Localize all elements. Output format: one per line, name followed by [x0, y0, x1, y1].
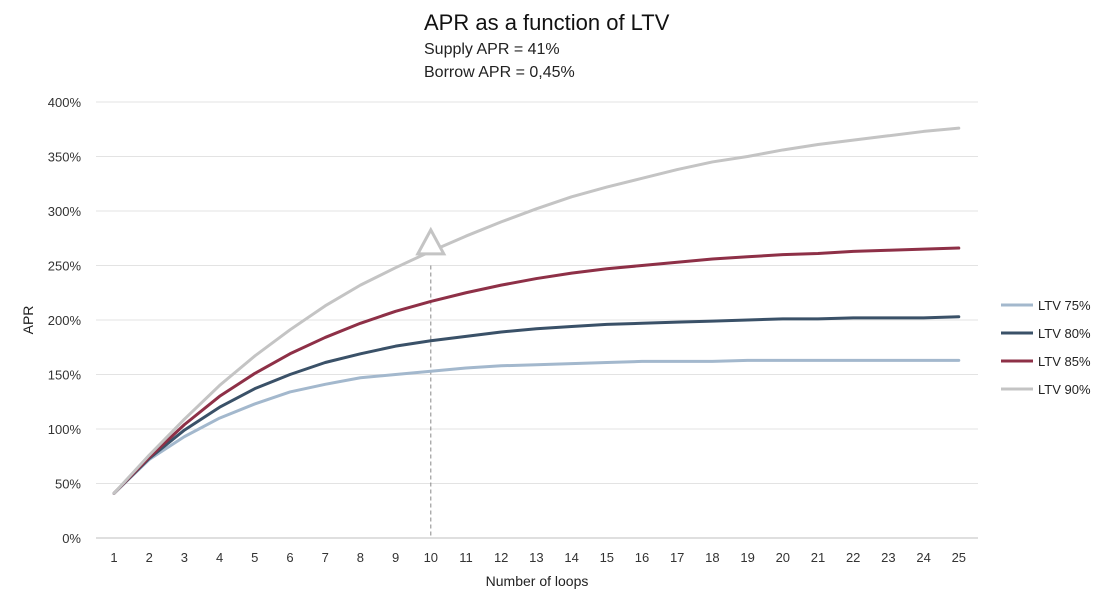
x-tick-label: 13 [529, 550, 543, 565]
series-lines [112, 126, 961, 495]
x-tick-label: 22 [846, 550, 860, 565]
x-tick-label: 3 [181, 550, 188, 565]
series-line-ltv-90 [112, 126, 961, 495]
x-tick-label: 24 [916, 550, 930, 565]
y-axis-ticks: 0% 50% 100% 150% 200% 250% 300% 350% 400% [48, 95, 82, 546]
x-axis-ticks: 1 2 3 4 5 6 7 8 9 10 11 12 13 14 15 16 17 18 19 20 21 22 23 24 2… [110, 550, 966, 565]
x-tick-label: 5 [251, 550, 258, 565]
x-tick-label: 20 [776, 550, 790, 565]
x-tick-label: 11 [459, 550, 473, 565]
markers [415, 226, 447, 256]
x-tick-label: 8 [357, 550, 364, 565]
x-tick-label: 18 [705, 550, 719, 565]
chart-subtitle-supply: Supply APR = 41% [424, 41, 560, 58]
legend-label: LTV 90% [1038, 382, 1091, 397]
series-line-ltv-75 [112, 358, 961, 495]
legend-label: LTV 85% [1038, 354, 1091, 369]
y-tick-label: 300% [48, 204, 82, 219]
x-tick-label: 16 [635, 550, 649, 565]
triangle-marker [415, 226, 447, 256]
series-line-ltv-85 [112, 246, 961, 495]
y-tick-label: 150% [48, 368, 82, 383]
x-tick-label: 6 [286, 550, 293, 565]
x-tick-label: 21 [811, 550, 825, 565]
x-tick-label: 25 [952, 550, 966, 565]
y-tick-label: 250% [48, 259, 82, 274]
y-tick-label: 50% [55, 477, 81, 492]
x-axis-label: Number of loops [486, 573, 589, 589]
x-tick-label: 14 [564, 550, 578, 565]
y-tick-label: 200% [48, 313, 82, 328]
x-tick-label: 4 [216, 550, 223, 565]
series-line-ltv-80 [112, 315, 961, 495]
y-tick-label: 0% [62, 531, 81, 546]
x-tick-label: 12 [494, 550, 508, 565]
y-axis-label: APR [20, 306, 36, 335]
x-tick-label: 10 [424, 550, 438, 565]
x-tick-label: 1 [110, 550, 117, 565]
x-tick-label: 17 [670, 550, 684, 565]
gridlines [96, 101, 978, 539]
legend-label: LTV 80% [1038, 326, 1091, 341]
x-tick-label: 9 [392, 550, 399, 565]
x-tick-label: 23 [881, 550, 895, 565]
y-tick-label: 100% [48, 422, 82, 437]
legend: LTV 75% LTV 80% LTV 85% LTV 90% [1001, 298, 1091, 397]
x-tick-label: 7 [322, 550, 329, 565]
x-tick-label: 15 [600, 550, 614, 565]
x-tick-label: 19 [740, 550, 754, 565]
y-tick-label: 350% [48, 150, 82, 165]
y-tick-label: 400% [48, 95, 82, 110]
chart-title: APR as a function of LTV [424, 10, 670, 35]
x-tick-label: 2 [146, 550, 153, 565]
chart-subtitle-borrow: Borrow APR = 0,45% [424, 64, 575, 81]
legend-label: LTV 75% [1038, 298, 1091, 313]
